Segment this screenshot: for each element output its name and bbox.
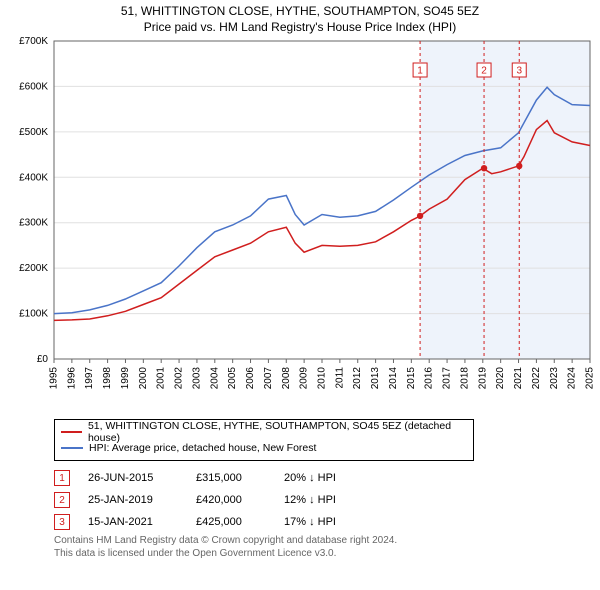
svg-text:2009: 2009 (299, 367, 310, 390)
title-line-1: 51, WHITTINGTON CLOSE, HYTHE, SOUTHAMPTO… (0, 4, 600, 20)
svg-text:2007: 2007 (263, 367, 274, 390)
svg-text:2001: 2001 (156, 367, 167, 390)
legend: 51, WHITTINGTON CLOSE, HYTHE, SOUTHAMPTO… (54, 419, 474, 461)
transactions-table: 1 26-JUN-2015 £315,000 20% ↓ HPI 2 25-JA… (54, 467, 600, 533)
svg-text:1999: 1999 (120, 367, 131, 390)
transaction-delta: 12% ↓ HPI (284, 494, 374, 506)
svg-text:£100K: £100K (19, 309, 48, 320)
marker-badge: 2 (54, 492, 70, 508)
svg-text:2005: 2005 (227, 367, 238, 390)
svg-text:3: 3 (516, 66, 522, 77)
svg-text:£0: £0 (37, 354, 49, 365)
transaction-delta: 17% ↓ HPI (284, 516, 374, 528)
svg-text:2023: 2023 (549, 367, 560, 390)
svg-text:2013: 2013 (370, 367, 381, 390)
svg-text:2022: 2022 (531, 367, 542, 390)
svg-text:2015: 2015 (406, 367, 417, 390)
legend-item-price-paid: 51, WHITTINGTON CLOSE, HYTHE, SOUTHAMPTO… (61, 424, 467, 440)
svg-text:1995: 1995 (49, 367, 60, 390)
svg-text:2006: 2006 (245, 367, 256, 390)
svg-text:2008: 2008 (281, 367, 292, 390)
svg-text:2014: 2014 (388, 367, 399, 390)
svg-text:1: 1 (417, 66, 423, 77)
price-chart: £0 £100K £200K £300K £400K £500K £600K £700K 199… (0, 35, 600, 415)
svg-text:2003: 2003 (191, 367, 202, 390)
transaction-date: 15-JAN-2021 (88, 516, 178, 528)
legend-swatch (61, 447, 83, 449)
svg-text:£400K: £400K (19, 172, 48, 183)
legend-swatch (61, 431, 82, 433)
svg-text:1997: 1997 (84, 367, 95, 390)
svg-text:£200K: £200K (19, 263, 48, 274)
svg-text:1998: 1998 (102, 367, 113, 390)
svg-text:2021: 2021 (513, 367, 524, 390)
transaction-delta: 20% ↓ HPI (284, 472, 374, 484)
attribution-footer: Contains HM Land Registry data © Crown c… (54, 535, 590, 560)
svg-text:£300K: £300K (19, 218, 48, 229)
transaction-price: £315,000 (196, 472, 266, 484)
table-row: 1 26-JUN-2015 £315,000 20% ↓ HPI (54, 467, 600, 489)
svg-text:2025: 2025 (585, 367, 596, 390)
svg-text:2: 2 (481, 66, 487, 77)
svg-text:2016: 2016 (424, 367, 435, 390)
legend-label: HPI: Average price, detached house, New … (89, 442, 316, 454)
svg-text:2018: 2018 (459, 367, 470, 390)
table-row: 2 25-JAN-2019 £420,000 12% ↓ HPI (54, 489, 600, 511)
title-line-2: Price paid vs. HM Land Registry's House … (0, 20, 600, 36)
transaction-date: 25-JAN-2019 (88, 494, 178, 506)
svg-text:£500K: £500K (19, 127, 48, 138)
svg-text:2000: 2000 (138, 367, 149, 390)
svg-text:2020: 2020 (495, 367, 506, 390)
svg-text:1996: 1996 (66, 367, 77, 390)
chart-svg: £0 £100K £200K £300K £400K £500K £600K £700K 199… (0, 35, 600, 415)
footer-line: Contains HM Land Registry data © Crown c… (54, 535, 590, 548)
marker-badge: 1 (54, 470, 70, 486)
footer-line: This data is licensed under the Open Gov… (54, 548, 590, 561)
svg-text:2011: 2011 (334, 367, 345, 389)
svg-text:2017: 2017 (442, 367, 453, 390)
svg-text:2002: 2002 (174, 367, 185, 390)
chart-title: 51, WHITTINGTON CLOSE, HYTHE, SOUTHAMPTO… (0, 0, 600, 35)
svg-text:2004: 2004 (209, 367, 220, 390)
svg-text:£700K: £700K (19, 36, 48, 47)
transaction-price: £425,000 (196, 516, 266, 528)
svg-text:2010: 2010 (317, 367, 328, 390)
transaction-date: 26-JUN-2015 (88, 472, 178, 484)
svg-text:2024: 2024 (567, 367, 578, 390)
svg-text:£600K: £600K (19, 82, 48, 93)
marker-badge: 3 (54, 514, 70, 530)
transaction-price: £420,000 (196, 494, 266, 506)
legend-label: 51, WHITTINGTON CLOSE, HYTHE, SOUTHAMPTO… (88, 420, 467, 444)
svg-text:2012: 2012 (352, 367, 363, 390)
svg-text:2019: 2019 (477, 367, 488, 390)
table-row: 3 15-JAN-2021 £425,000 17% ↓ HPI (54, 511, 600, 533)
